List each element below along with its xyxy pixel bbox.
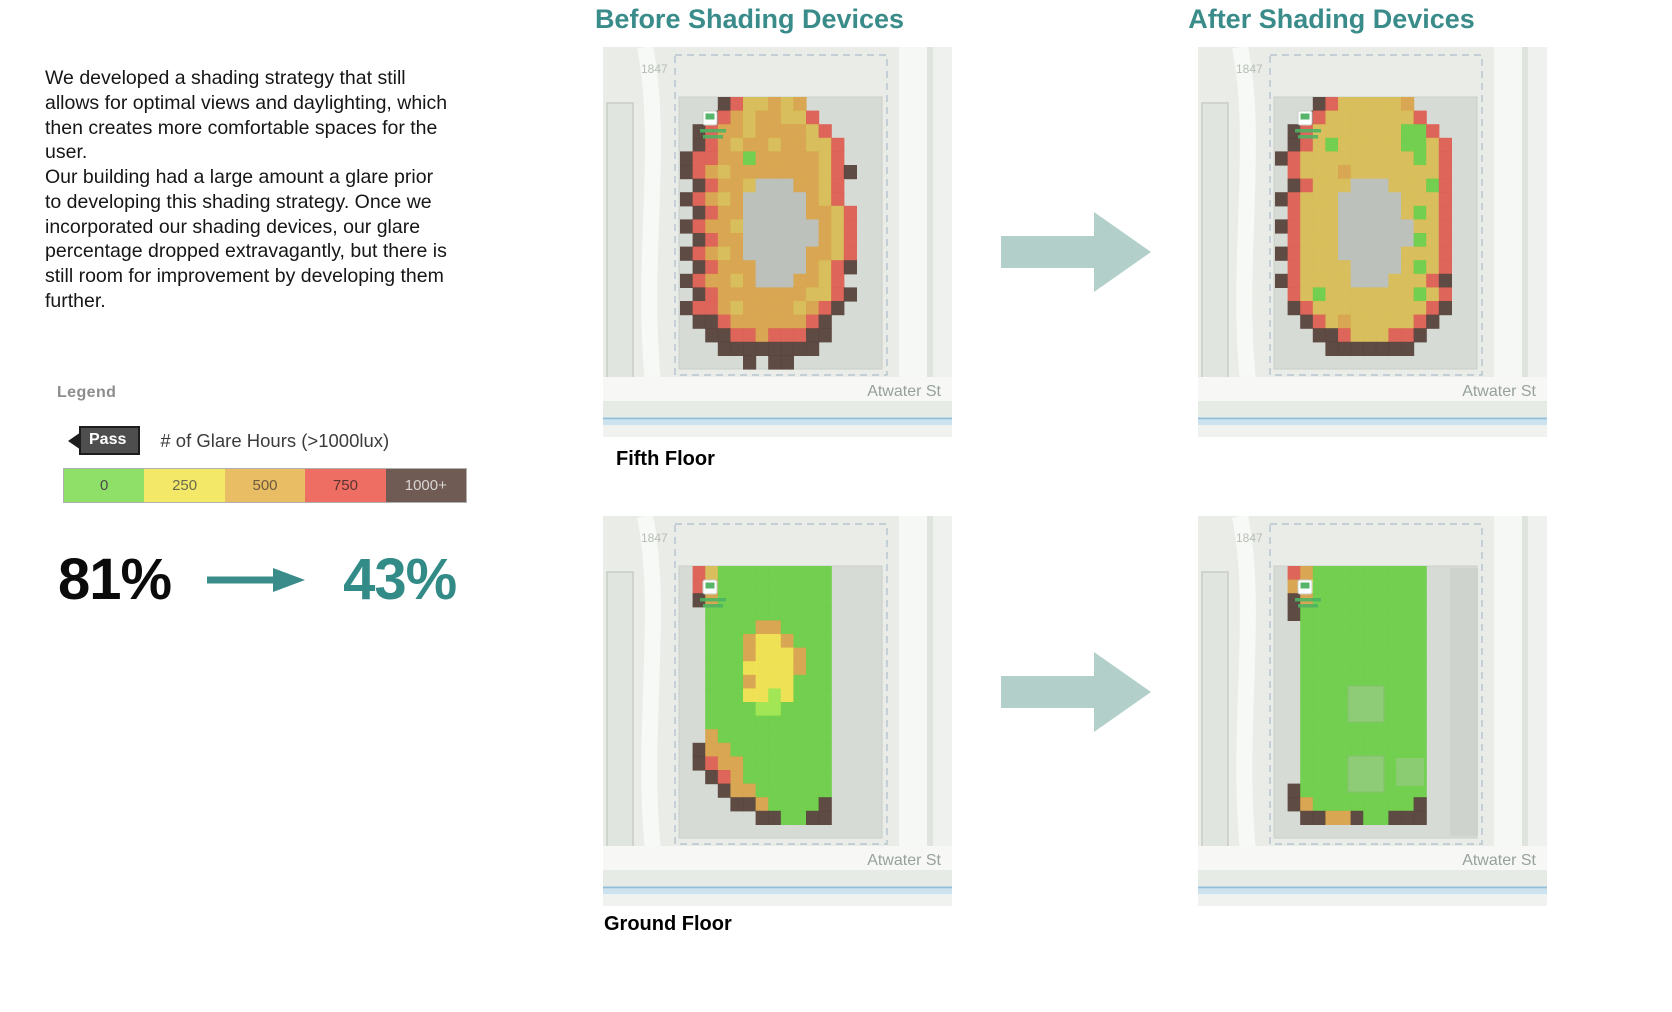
- glare-before-value: 81%: [58, 547, 172, 612]
- stat-arrow-icon: [207, 567, 306, 592]
- heatmap-before-fifth: 1847 Atwater St: [603, 45, 952, 439]
- map-svg: 1847 Atwater St: [1198, 45, 1547, 439]
- pass-tag-arrow-icon: [68, 431, 81, 450]
- pass-tag: Pass: [68, 426, 141, 455]
- marker-caption-lines: [1295, 598, 1321, 602]
- intro-paragraph-1: We developed a shading strategy that sti…: [45, 67, 448, 164]
- glare-color-scale: 0 250 500 750 1000+: [63, 468, 467, 503]
- intro-text: We developed a shading strategy that sti…: [45, 66, 453, 314]
- heading-before-shading: Before Shading Devices: [594, 4, 905, 34]
- scale-segment-250: 250: [144, 469, 225, 502]
- pass-label: Pass: [89, 431, 127, 448]
- glare-after-value: 43%: [343, 547, 457, 612]
- scale-segment-1000+: 1000+: [385, 469, 467, 502]
- floor-label-ground: Ground Floor: [604, 913, 732, 935]
- street-label: Atwater St: [867, 852, 941, 869]
- marker-caption-lines: [700, 129, 726, 133]
- parcel-number: 1847: [1236, 531, 1263, 545]
- scale-segment-0: 0: [64, 469, 145, 502]
- street-label: Atwater St: [1462, 852, 1536, 869]
- map-svg: 1847 Atwater St: [1198, 514, 1547, 908]
- parcel-number: 1847: [1236, 62, 1263, 76]
- parcel-number: 1847: [641, 62, 668, 76]
- street-label: Atwater St: [1462, 383, 1536, 400]
- map-svg: 1847 Atwater St: [603, 514, 952, 908]
- heading-after-shading: After Shading Devices: [1188, 4, 1475, 34]
- heatmap-after-ground: 1847 Atwater St: [1198, 514, 1547, 908]
- parcel-number: 1847: [641, 531, 668, 545]
- street-label: Atwater St: [867, 383, 941, 400]
- legend-row: Pass # of Glare Hours (>1000lux): [68, 426, 467, 455]
- legend: Legend Pass # of Glare Hours (>1000lux) …: [57, 384, 467, 503]
- legend-title: Legend: [57, 384, 117, 401]
- marker-caption-lines: [700, 598, 726, 602]
- glare-hours-label: # of Glare Hours (>1000lux): [160, 429, 390, 451]
- before-after-arrow-fifth-icon: [1001, 212, 1151, 292]
- intro-paragraph-2: Our building had a large amount a glare …: [45, 166, 447, 312]
- heatmap-after-fifth: 1847 Atwater St: [1198, 45, 1547, 439]
- before-after-arrow-ground-icon: [1001, 652, 1151, 732]
- heatmap-before-ground: 1847 Atwater St: [603, 514, 952, 908]
- floor-label-fifth: Fifth Floor: [616, 448, 715, 470]
- marker-caption-lines: [1295, 129, 1321, 133]
- scale-segment-750: 750: [305, 469, 386, 502]
- map-svg: 1847 Atwater St: [603, 45, 952, 439]
- glare-stats: 81% 43%: [58, 546, 457, 613]
- scale-segment-500: 500: [224, 469, 306, 502]
